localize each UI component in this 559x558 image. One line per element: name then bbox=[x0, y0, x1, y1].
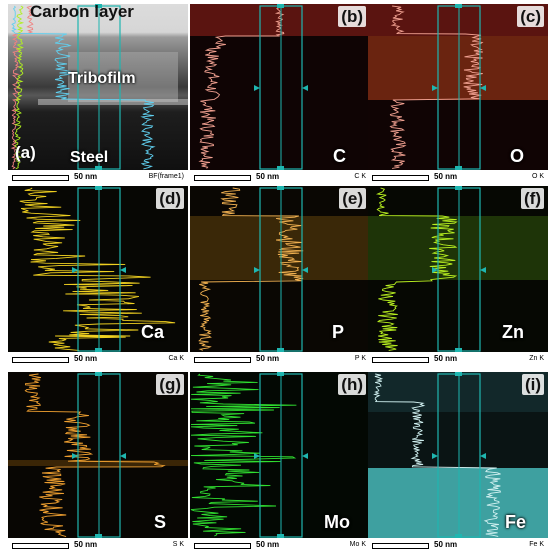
panel-g: (g) S 50 nm S K bbox=[8, 372, 188, 554]
carbon-layer-label: Carbon layer bbox=[30, 2, 134, 21]
element-label: Mo bbox=[324, 512, 350, 532]
panel-d: (d) Ca 50 nm Ca K bbox=[8, 186, 188, 368]
scale-bar-graphic bbox=[372, 175, 429, 181]
profile-line bbox=[24, 373, 166, 538]
profile-polyline bbox=[19, 187, 176, 351]
map-label: BF(frame1) bbox=[148, 173, 184, 180]
panel-letter: (h) bbox=[338, 374, 366, 395]
scale-bar: 50 nm Ca K bbox=[10, 354, 186, 366]
panel-letter: (a) bbox=[15, 143, 36, 162]
map-image bbox=[190, 186, 370, 352]
panel-b: (b) C 50 nm C K bbox=[190, 4, 370, 186]
element-label: Fe bbox=[504, 512, 526, 532]
panel-a: Carbon layer Tribofilm (a) Steel 50 nm B… bbox=[8, 2, 188, 186]
panel-c: (c) O 50 nm O K bbox=[368, 4, 548, 186]
profile-line bbox=[190, 373, 297, 537]
map-image bbox=[8, 186, 188, 352]
map-image bbox=[368, 372, 548, 538]
scale-bar: 50 nm S K bbox=[10, 540, 186, 552]
element-label: C bbox=[333, 146, 346, 166]
map-label: S K bbox=[172, 541, 184, 548]
panel-letter: (e) bbox=[339, 188, 366, 209]
panel-e: (e) P 50 nm P K bbox=[190, 186, 370, 368]
map-image bbox=[368, 186, 548, 352]
scale-length: 50 nm bbox=[74, 540, 98, 549]
scale-bar: 50 nm BF(frame1) bbox=[10, 172, 186, 184]
profile-polyline bbox=[11, 5, 156, 170]
map-label: C K bbox=[354, 173, 366, 180]
profile-polyline bbox=[198, 187, 304, 351]
scale-bar: 50 nm O K bbox=[370, 172, 546, 184]
profile-line bbox=[389, 5, 484, 169]
map-image bbox=[8, 372, 188, 538]
scale-length: 50 nm bbox=[434, 540, 458, 549]
profile-line bbox=[198, 5, 285, 169]
tribofilm-label: Tribofilm bbox=[68, 70, 136, 87]
profile-polyline bbox=[24, 373, 166, 538]
map-image bbox=[190, 372, 370, 538]
scale-length: 50 nm bbox=[256, 172, 280, 181]
map-label: O K bbox=[531, 173, 544, 180]
scale-bar-graphic bbox=[194, 357, 251, 363]
scale-bar-graphic bbox=[12, 543, 69, 549]
panel-letter: (f) bbox=[521, 188, 544, 209]
map-label: Fe K bbox=[529, 541, 544, 548]
scale-length: 50 nm bbox=[434, 354, 458, 363]
scale-bar-graphic bbox=[194, 175, 251, 181]
scale-bar-graphic bbox=[194, 543, 251, 549]
map-label: P K bbox=[354, 355, 366, 362]
panel-letter: (b) bbox=[338, 6, 366, 27]
panel-letter: (i) bbox=[521, 374, 544, 395]
element-label: Steel bbox=[70, 149, 109, 166]
scale-length: 50 nm bbox=[434, 172, 458, 181]
scale-length: 50 nm bbox=[74, 354, 98, 363]
bright-field-image bbox=[8, 4, 188, 170]
scale-bar: 50 nm Mo K bbox=[192, 540, 368, 552]
scale-bar-graphic bbox=[12, 357, 69, 363]
panel-h: (h) Mo 50 nm Mo K bbox=[190, 372, 370, 554]
profile-polyline bbox=[198, 5, 285, 169]
map-image bbox=[368, 4, 548, 170]
scale-bar: 50 nm Fe K bbox=[370, 540, 546, 552]
map-label: Ca K bbox=[168, 355, 184, 362]
element-label: Zn bbox=[502, 322, 524, 342]
profile-polyline bbox=[389, 5, 484, 169]
element-label: P bbox=[331, 322, 344, 342]
panel-letter: (c) bbox=[517, 6, 544, 27]
scale-bar: 50 nm C K bbox=[192, 172, 368, 184]
panel-f: (f) Zn 50 nm Zn K bbox=[368, 186, 548, 368]
scale-bar-graphic bbox=[372, 543, 429, 549]
element-label: Ca bbox=[140, 322, 164, 342]
element-label: S bbox=[153, 512, 166, 532]
profile-line bbox=[373, 373, 502, 537]
scale-bar-graphic bbox=[372, 357, 429, 363]
profile-polyline bbox=[373, 373, 502, 537]
scale-length: 50 nm bbox=[74, 172, 98, 181]
scale-bar: 50 nm P K bbox=[192, 354, 368, 366]
profile-line bbox=[198, 187, 304, 351]
scale-length: 50 nm bbox=[256, 354, 280, 363]
map-label: Mo K bbox=[349, 541, 366, 548]
panel-letter: (d) bbox=[156, 188, 184, 209]
scale-bar: 50 nm Zn K bbox=[370, 354, 546, 366]
map-label: Zn K bbox=[529, 355, 544, 362]
profile-line bbox=[19, 187, 176, 351]
panel-i: (i) Fe 50 nm Fe K bbox=[368, 372, 548, 554]
element-label: O bbox=[509, 146, 524, 166]
panel-letter: (g) bbox=[156, 374, 184, 395]
profile-polyline bbox=[190, 373, 297, 537]
scale-bar-graphic bbox=[12, 175, 69, 181]
scale-length: 50 nm bbox=[256, 540, 280, 549]
